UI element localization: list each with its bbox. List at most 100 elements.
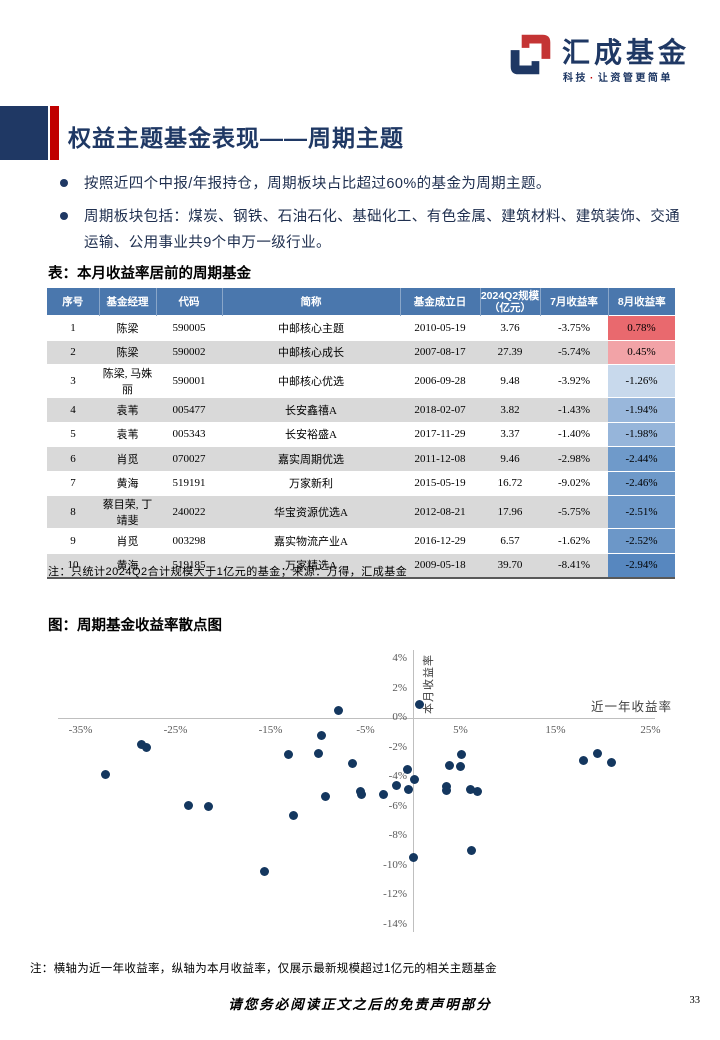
scatter-point	[456, 762, 465, 772]
y-tick-label: -12%	[383, 888, 407, 900]
inception-cell: 2018-02-07	[400, 397, 480, 422]
scatter-point	[444, 760, 454, 770]
footer-disclaimer: 请您务必阅读正文之后的免责声明部分	[228, 997, 492, 1012]
name-cell: 万家新利	[222, 470, 400, 496]
scatter-point	[403, 785, 413, 795]
inception-cell: 2015-05-19	[400, 470, 480, 496]
size-cell: 9.46	[480, 446, 540, 471]
july-return-cell: -1.40%	[540, 421, 608, 447]
scatter-point	[357, 790, 367, 800]
manager-cell: 袁苇	[99, 421, 156, 447]
july-return-cell: -5.75%	[540, 495, 608, 529]
column-header: 基金经理	[98, 288, 156, 316]
bullet-item: 按照近四个中报/年报持仓，周期板块占比超过60%的基金为周期主题。	[58, 171, 690, 197]
bullet-item: 周期板块包括：煤炭、钢铁、石油石化、基础化工、有色金属、建筑材料、建筑装饰、交通…	[58, 204, 690, 256]
scatter-point	[415, 700, 425, 710]
scatter-point	[409, 852, 419, 862]
x-tick-label: 25%	[640, 724, 661, 736]
scatter-point	[317, 731, 327, 741]
size-cell: 3.82	[480, 397, 540, 422]
size-cell: 17.96	[480, 495, 540, 529]
august-return-cell: 0.78%	[608, 315, 675, 340]
table-row: 4 袁苇 005477 长安鑫禧A 2018-02-07 3.82 -1.43% -1.94%	[47, 397, 675, 422]
scatter-point	[100, 769, 110, 779]
august-return-cell: -2.51%	[608, 495, 675, 529]
seq-cell: 2	[47, 339, 99, 365]
code-cell: 519185	[156, 552, 222, 578]
manager-cell: 蔡目荣, 丁靖斐	[99, 495, 156, 529]
seq-cell: 8	[47, 495, 99, 529]
bullet-text: 按照近四个中报/年报持仓，周期板块占比超过60%的基金为周期主题。	[84, 176, 551, 192]
manager-cell: 黄海	[99, 470, 156, 496]
inception-cell: 2010-05-19	[400, 315, 480, 340]
august-return-cell: -2.94%	[608, 552, 675, 578]
x-tick-label: 5%	[453, 724, 468, 736]
column-header: 基金成立日	[399, 288, 480, 316]
seq-cell: 6	[47, 446, 99, 471]
tagline-post: 让资管更简单	[597, 73, 673, 84]
name-cell: 华宝资源优选A	[222, 495, 400, 529]
column-header: 代码	[155, 288, 222, 316]
page-title: 权益主题基金表现——周期主题	[68, 125, 404, 151]
scatter-point	[392, 780, 402, 790]
page-number: 33	[689, 995, 701, 1006]
brand-tagline: 科技 · 让资管更简单	[563, 69, 673, 84]
y-tick-label: -4%	[388, 770, 407, 782]
size-cell: 9.48	[480, 364, 540, 398]
manager-cell: 陈梁, 马姝丽	[99, 364, 156, 398]
inception-cell: 2017-11-29	[400, 421, 480, 447]
scatter-point	[592, 748, 602, 758]
table-row: 1 陈梁 590005 中邮核心主题 2010-05-19 3.76 -3.75% 0.78%	[47, 315, 675, 340]
scatter-point	[379, 790, 389, 800]
table-row: 5 袁苇 005343 长安裕盛A 2017-11-29 3.37 -1.40% -1.98%	[47, 421, 675, 447]
july-return-cell: -1.62%	[540, 528, 608, 553]
tagline-dot-icon: ·	[590, 73, 596, 84]
scatter-chart: 近一年收益率 本月收益率 -35% -25% -15% -5% 5% 15% 25% 4% 2%…	[0, 640, 720, 952]
july-return-cell: -5.74%	[540, 339, 608, 365]
seq-cell: 9	[47, 528, 99, 553]
x-tick-label: -35%	[68, 724, 93, 736]
y-axis-line	[413, 650, 414, 932]
y-tick-label: -6%	[388, 799, 407, 812]
column-header: 2024Q2规模 （亿元）	[479, 288, 540, 316]
code-cell: 519191	[156, 470, 222, 496]
y-axis-title: 本月收益率	[423, 654, 435, 714]
size-cell: 3.76	[480, 315, 540, 340]
code-cell: 590002	[156, 339, 222, 365]
bullet-list: 按照近四个中报/年报持仓，周期板块占比超过60%的基金为周期主题。 周期板块包括…	[58, 171, 690, 263]
july-return-cell: -1.43%	[540, 397, 608, 422]
scatter-point	[607, 757, 617, 767]
scatter-point	[473, 786, 483, 796]
inception-cell: 2009-05-18	[400, 552, 480, 578]
scatter-point	[347, 759, 357, 769]
brand-name: 汇成基金	[562, 37, 691, 68]
y-tick-label: -8%	[388, 829, 407, 841]
inception-cell: 2011-12-08	[400, 446, 480, 471]
name-cell: 嘉实周期优选	[222, 446, 400, 471]
tagline-pre: 科技	[563, 73, 588, 84]
table-row: 10 黄海 519185 万家精选A 2009-05-18 39.70 -8.41% -2.9…	[47, 552, 675, 578]
name-cell: 长安鑫禧A	[222, 397, 400, 422]
table-row: 8 蔡目荣, 丁靖斐 240022 华宝资源优选A 2012-08-21 17.96 -5.…	[47, 495, 675, 529]
manager-cell: 肖觅	[99, 446, 156, 471]
july-return-cell: -2.98%	[540, 446, 608, 471]
inception-cell: 2007-08-17	[400, 339, 480, 365]
column-header: 简称	[221, 288, 400, 316]
size-cell: 39.70	[480, 552, 540, 578]
chart-title: 图：周期基金收益率散点图	[48, 618, 222, 634]
manager-cell: 袁苇	[99, 397, 156, 422]
name-cell: 万家精选A	[222, 552, 400, 578]
name-cell: 中邮核心成长	[222, 339, 400, 365]
table-note: 注：只统计2024Q2合计规模大于1亿元的基金；来源：万得，汇成基金	[48, 566, 408, 578]
scatter-point	[456, 750, 466, 760]
scatter-point	[184, 800, 194, 810]
size-cell: 16.72	[480, 470, 540, 496]
table-row: 9 肖觅 003298 嘉实物流产业A 2016-12-29 6.57 -1.62% -2.5…	[47, 528, 675, 553]
y-tick-label: 2%	[392, 681, 407, 694]
code-cell: 240022	[156, 495, 222, 529]
seq-cell: 4	[47, 397, 99, 422]
x-tick-label: 15%	[545, 724, 566, 736]
seq-cell: 1	[47, 315, 99, 340]
